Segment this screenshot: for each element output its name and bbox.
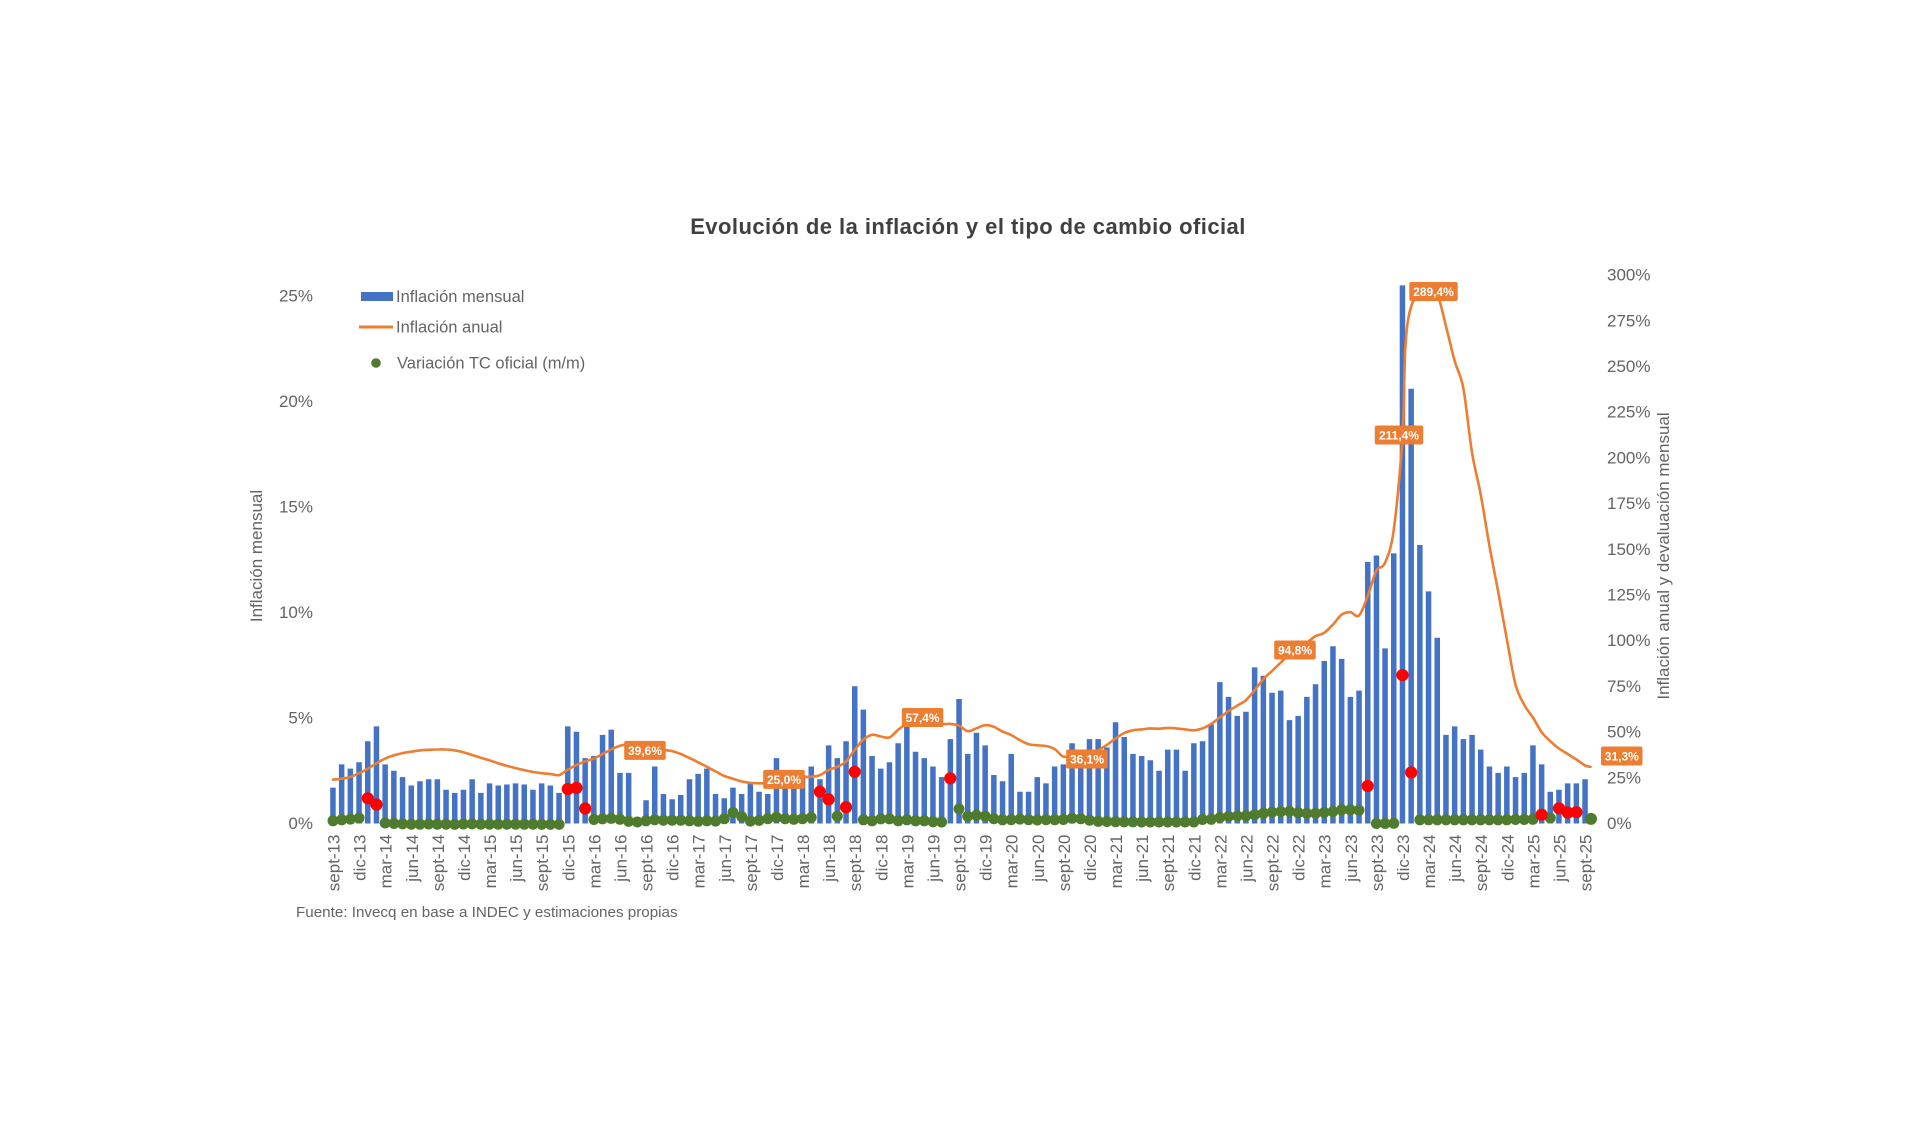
- svg-text:jun-24: jun-24: [1446, 835, 1465, 883]
- svg-text:dic-20: dic-20: [1081, 835, 1100, 881]
- svg-text:Fuente: Invecq en base a INDEC: Fuente: Invecq en base a INDEC y estimac…: [296, 904, 678, 921]
- svg-text:sept-15: sept-15: [533, 835, 552, 892]
- svg-text:25%: 25%: [1607, 768, 1641, 787]
- svg-text:sept-23: sept-23: [1368, 835, 1387, 892]
- svg-text:sept-17: sept-17: [742, 835, 761, 892]
- svg-text:211,4%: 211,4%: [1379, 429, 1419, 443]
- svg-text:sept-20: sept-20: [1055, 835, 1074, 892]
- svg-text:175%: 175%: [1607, 494, 1650, 513]
- svg-text:Inflación mensual: Inflación mensual: [396, 288, 524, 306]
- svg-text:300%: 300%: [1607, 266, 1650, 285]
- svg-text:36,1%: 36,1%: [1070, 753, 1104, 767]
- svg-text:jun-15: jun-15: [507, 835, 526, 883]
- svg-text:0%: 0%: [1607, 814, 1632, 833]
- svg-text:50%: 50%: [1607, 723, 1641, 742]
- svg-text:mar-17: mar-17: [690, 835, 709, 889]
- svg-text:mar-25: mar-25: [1524, 835, 1543, 889]
- svg-text:94,8%: 94,8%: [1278, 644, 1312, 658]
- svg-text:jun-21: jun-21: [1133, 835, 1152, 883]
- svg-text:sept-13: sept-13: [325, 835, 344, 892]
- svg-text:275%: 275%: [1607, 311, 1650, 330]
- svg-text:125%: 125%: [1607, 586, 1650, 605]
- svg-text:Evolución de la inflación y el: Evolución de la inflación y el tipo de c…: [690, 214, 1246, 239]
- svg-text:25,0%: 25,0%: [767, 773, 801, 787]
- svg-text:200%: 200%: [1607, 448, 1650, 467]
- svg-text:mar-23: mar-23: [1316, 835, 1335, 889]
- svg-text:0%: 0%: [288, 814, 313, 833]
- svg-text:jun-22: jun-22: [1238, 835, 1257, 883]
- svg-text:jun-25: jun-25: [1551, 835, 1570, 883]
- svg-text:jun-17: jun-17: [716, 835, 735, 883]
- svg-text:20%: 20%: [279, 392, 313, 411]
- svg-text:31,3%: 31,3%: [1605, 750, 1639, 764]
- svg-text:100%: 100%: [1607, 631, 1650, 650]
- svg-text:mar-20: mar-20: [1003, 835, 1022, 889]
- svg-text:dic-18: dic-18: [872, 835, 891, 881]
- svg-text:15%: 15%: [279, 498, 313, 517]
- svg-text:sept-25: sept-25: [1577, 835, 1596, 892]
- svg-text:150%: 150%: [1607, 540, 1650, 559]
- svg-text:dic-22: dic-22: [1290, 835, 1309, 881]
- svg-text:mar-22: mar-22: [1211, 835, 1230, 889]
- svg-text:39,6%: 39,6%: [628, 744, 662, 758]
- svg-text:dic-19: dic-19: [977, 835, 996, 881]
- svg-text:5%: 5%: [288, 709, 313, 728]
- svg-text:75%: 75%: [1607, 677, 1641, 696]
- svg-text:jun-18: jun-18: [820, 835, 839, 883]
- svg-text:mar-18: mar-18: [794, 835, 813, 889]
- svg-text:dic-13: dic-13: [351, 835, 370, 881]
- svg-text:mar-24: mar-24: [1420, 835, 1439, 889]
- svg-text:mar-15: mar-15: [481, 835, 500, 889]
- svg-text:sept-19: sept-19: [951, 835, 970, 892]
- svg-text:mar-14: mar-14: [377, 835, 396, 889]
- svg-text:dic-24: dic-24: [1498, 835, 1517, 881]
- svg-text:jun-14: jun-14: [403, 835, 422, 883]
- svg-text:mar-16: mar-16: [585, 835, 604, 889]
- svg-text:mar-19: mar-19: [898, 835, 917, 889]
- svg-text:225%: 225%: [1607, 403, 1650, 422]
- svg-text:dic-17: dic-17: [768, 835, 787, 881]
- svg-text:dic-14: dic-14: [455, 835, 474, 881]
- svg-text:57,4%: 57,4%: [905, 711, 939, 725]
- svg-text:Inflación mensual: Inflación mensual: [247, 490, 266, 622]
- svg-text:sept-24: sept-24: [1472, 835, 1491, 892]
- svg-text:sept-18: sept-18: [846, 835, 865, 892]
- svg-text:sept-22: sept-22: [1264, 835, 1283, 892]
- svg-text:jun-16: jun-16: [611, 835, 630, 883]
- svg-text:sept-21: sept-21: [1159, 835, 1178, 892]
- svg-text:dic-23: dic-23: [1394, 835, 1413, 881]
- svg-text:Inflación anual y devaluación: Inflación anual y devaluación mensual: [1654, 412, 1673, 699]
- svg-text:Variación TC oficial (m/m): Variación TC oficial (m/m): [397, 355, 585, 373]
- svg-text:dic-21: dic-21: [1185, 835, 1204, 881]
- svg-text:sept-14: sept-14: [429, 835, 448, 892]
- svg-text:jun-20: jun-20: [1029, 835, 1048, 883]
- svg-text:sept-16: sept-16: [638, 835, 657, 892]
- svg-text:Inflación anual: Inflación anual: [396, 319, 502, 337]
- svg-text:25%: 25%: [279, 287, 313, 306]
- svg-text:289,4%: 289,4%: [1413, 285, 1454, 299]
- svg-text:jun-19: jun-19: [925, 835, 944, 883]
- svg-text:mar-21: mar-21: [1107, 835, 1126, 889]
- svg-text:dic-16: dic-16: [664, 835, 683, 881]
- svg-text:250%: 250%: [1607, 357, 1650, 376]
- svg-text:jun-23: jun-23: [1342, 835, 1361, 883]
- svg-text:10%: 10%: [279, 603, 313, 622]
- svg-text:dic-15: dic-15: [559, 835, 578, 881]
